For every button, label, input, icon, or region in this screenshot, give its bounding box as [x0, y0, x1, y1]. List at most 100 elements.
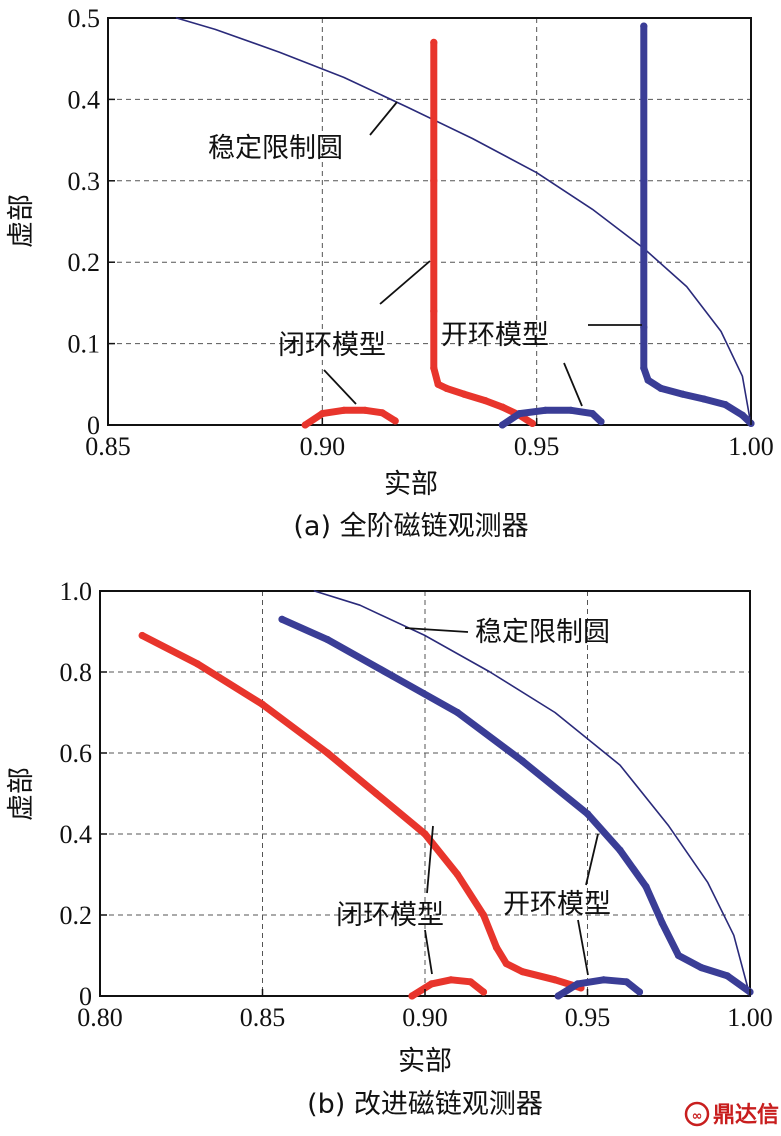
- data-point: [391, 417, 399, 425]
- data-point: [640, 364, 648, 372]
- x-axis-title-b: 实部: [398, 1046, 452, 1077]
- annotation-stable-circle-b: 稳定限制圆: [475, 617, 610, 648]
- data-point: [723, 972, 731, 980]
- plot-frame-a: [107, 17, 752, 426]
- data-point: [518, 757, 527, 765]
- data-point: [430, 364, 438, 372]
- data-point: [498, 421, 506, 429]
- y-tick-label: 0.2: [68, 248, 101, 277]
- series-line-stable-circle-0: [175, 17, 752, 426]
- series-line-open-loop-1: [640, 22, 755, 427]
- data-point: [657, 384, 665, 392]
- caption-b: (b) 改进磁链观测器: [307, 1089, 543, 1120]
- data-point: [642, 883, 650, 891]
- data-point: [388, 672, 397, 680]
- data-point: [597, 418, 605, 426]
- data-point: [551, 976, 559, 984]
- data-point: [278, 615, 286, 623]
- series-line-open-loop-0: [278, 615, 754, 996]
- series-a: [175, 17, 755, 429]
- data-point: [616, 846, 624, 854]
- leader-stable-b: [404, 627, 469, 633]
- leader-stable-a: [369, 101, 398, 136]
- annotation-closed-loop-a: 闭环模型: [278, 330, 386, 361]
- data-point: [635, 988, 644, 996]
- leader-open-b2: [577, 919, 589, 976]
- data-point: [340, 406, 348, 414]
- data-point: [622, 978, 631, 986]
- data-point: [301, 421, 309, 429]
- annotation-open-loop-a: 开环模型: [441, 320, 549, 351]
- y-tick-label: 0.2: [60, 901, 93, 930]
- data-point: [600, 976, 608, 984]
- x-tick-label: 0.95: [565, 1003, 611, 1032]
- data-point: [567, 406, 575, 414]
- data-point: [644, 376, 652, 384]
- data-point: [640, 22, 648, 30]
- data-point: [700, 395, 708, 403]
- data-point: [430, 177, 438, 185]
- data-point: [318, 410, 326, 418]
- data-point: [697, 964, 705, 972]
- data-point: [640, 177, 648, 185]
- data-point: [408, 992, 416, 1000]
- data-point: [554, 992, 562, 1000]
- x-tick-label: 0.85: [85, 432, 131, 461]
- leader-closed-a: [379, 260, 431, 305]
- data-point: [583, 810, 592, 818]
- y-tick-label: 0.8: [60, 658, 93, 687]
- ticks-b: 0.80 0.85 0.90 0.95 1.00 0 0.2 0.4 0.6 0.8 1.0: [60, 577, 773, 1032]
- x-tick-label: 0.85: [240, 1003, 286, 1032]
- y-axis-title-a: 虚部: [6, 194, 37, 248]
- x-tick-label: 1.00: [728, 432, 774, 461]
- y-tick-label: 0: [79, 982, 92, 1011]
- data-point: [323, 749, 332, 757]
- data-point: [515, 410, 524, 418]
- data-point: [518, 968, 527, 976]
- data-point: [574, 980, 582, 988]
- data-point: [502, 960, 510, 968]
- data-point: [541, 406, 549, 414]
- series-line-stable-circle-0: [313, 590, 751, 997]
- leader-closed-b2: [424, 929, 433, 975]
- y-axis-title-b: 虚部: [6, 767, 37, 821]
- watermark-glyph: ∞: [692, 1109, 703, 1124]
- x-tick-label: 0.90: [300, 432, 346, 461]
- data-point: [460, 390, 468, 398]
- watermark-icon: [684, 1101, 710, 1127]
- leader-closed-a2: [323, 369, 357, 405]
- data-point: [721, 401, 729, 409]
- data-point: [528, 419, 537, 427]
- data-point: [479, 988, 488, 996]
- data-point: [430, 307, 438, 315]
- annotation-open-loop-b: 开环模型: [503, 889, 611, 920]
- watermark-logo: ∞ 鼎达信: [684, 1101, 779, 1128]
- y-tick-label: 0.5: [68, 4, 101, 33]
- data-point: [430, 38, 438, 47]
- caption-a: (a) 全阶磁链观测器: [293, 511, 528, 542]
- x-tick-label: 0.80: [77, 1003, 123, 1032]
- x-tick-label: 0.95: [514, 432, 560, 461]
- x-tick-label: 1.00: [727, 1003, 773, 1032]
- y-tick-label: 0.4: [68, 85, 101, 114]
- data-point: [447, 976, 455, 984]
- data-point: [481, 397, 489, 405]
- annotation-stable-circle-a: 稳定限制圆: [208, 133, 343, 164]
- data-point: [479, 911, 488, 919]
- data-point: [738, 411, 747, 419]
- data-point: [674, 951, 683, 960]
- data-point: [427, 980, 436, 988]
- y-tick-label: 0.1: [68, 330, 101, 359]
- data-point: [434, 380, 442, 388]
- data-point: [378, 409, 386, 417]
- data-point: [443, 384, 451, 392]
- data-point: [498, 403, 506, 411]
- x-axis-title-a: 实部: [384, 469, 438, 500]
- data-point: [588, 410, 597, 418]
- panel-a: 0.85 0.90 0.95 1.00 0 0.1 0.2 0.3 0.4 0.5 虚部 实部 (…: [6, 4, 774, 542]
- data-point: [323, 636, 332, 644]
- data-point: [138, 631, 146, 640]
- annotation-closed-loop-b: 闭环模型: [336, 900, 444, 931]
